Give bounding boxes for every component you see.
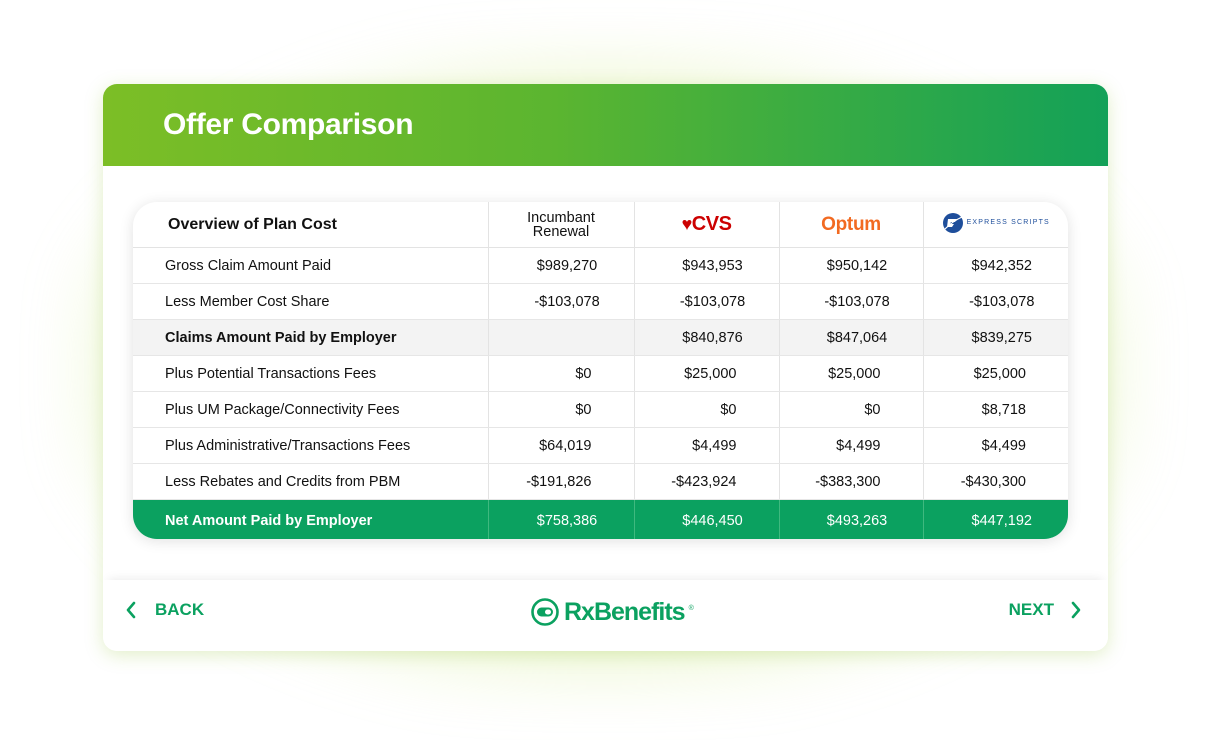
cvs-value: -$103,078 — [633, 283, 779, 320]
incumbent-value — [487, 319, 634, 356]
optum-value: $4,499 — [778, 427, 923, 464]
optum-value: $847,064 — [778, 319, 923, 356]
comparison-table: Overview of Plan Cost Incumbant Renewal … — [133, 202, 1068, 539]
incumbent-value: -$191,826 — [487, 463, 634, 500]
optum-value: $25,000 — [778, 355, 923, 392]
cvs-value: $0 — [633, 391, 779, 428]
offer-comparison-card: Offer Comparison Overview of Plan Cost I… — [103, 84, 1108, 651]
express-scripts-value: $942,352 — [922, 247, 1068, 284]
incumbent-renewal-label: Incumbant Renewal — [527, 209, 595, 240]
incumbent-value: $0 — [487, 355, 634, 392]
optum-logo: Optum — [821, 213, 881, 235]
table-row: Plus Potential Transactions Fees $0 $25,… — [133, 355, 1068, 392]
table-row: Less Rebates and Credits from PBM -$191,… — [133, 463, 1068, 500]
express-scripts-value: $4,499 — [922, 427, 1068, 464]
optum-value: -$103,078 — [778, 283, 923, 320]
registered-mark: ® — [688, 605, 694, 612]
cvs-logo-text: CVS — [691, 213, 732, 235]
rxbenefits-logo-text: RxBenefits — [564, 597, 686, 626]
cvs-header: ♥CVS — [633, 202, 779, 248]
express-scripts-value: $25,000 — [922, 355, 1068, 392]
card-header: Offer Comparison — [103, 84, 1108, 166]
page-title: Offer Comparison — [163, 108, 414, 141]
cvs-value: $25,000 — [633, 355, 779, 392]
express-scripts-value: $839,275 — [922, 319, 1068, 356]
rxbenefits-logo: RxBenefits ® — [530, 597, 694, 627]
chevron-left-icon — [126, 601, 136, 619]
incumbent-value: $64,019 — [487, 427, 634, 464]
express-scripts-value: -$430,300 — [922, 463, 1068, 500]
next-label: NEXT — [1008, 600, 1054, 619]
table-row: Plus UM Package/Connectivity Fees $0 $0 … — [133, 391, 1068, 428]
express-scripts-value: -$103,078 — [922, 283, 1068, 320]
back-label: BACK — [155, 600, 205, 619]
optum-value: -$383,300 — [778, 463, 923, 500]
back-button[interactable]: BACK — [125, 600, 204, 620]
row-label: Plus UM Package/Connectivity Fees — [133, 391, 488, 428]
incumbent-renewal-header: Incumbant Renewal — [487, 202, 634, 248]
express-scripts-value: $8,718 — [922, 391, 1068, 428]
cvs-value: $840,876 — [633, 319, 779, 356]
incumbent-total: $758,386 — [487, 499, 634, 539]
row-label: Less Rebates and Credits from PBM — [133, 463, 488, 500]
express-scripts-header: EXPRESS SCRIPTS — [922, 202, 1068, 248]
card-footer: BACK RxBenefits ® NEXT — [103, 580, 1108, 651]
incumbent-value: $0 — [487, 391, 634, 428]
optum-total: $493,263 — [778, 499, 923, 539]
cvs-total: $446,450 — [633, 499, 779, 539]
row-label: Plus Administrative/Transactions Fees — [133, 427, 488, 464]
cvs-value: $943,953 — [633, 247, 779, 284]
cvs-logo: ♥CVS — [682, 213, 732, 235]
row-label: Less Member Cost Share — [133, 283, 488, 320]
comparison-table-card: Overview of Plan Cost Incumbant Renewal … — [133, 202, 1068, 539]
optum-value: $950,142 — [778, 247, 923, 284]
express-scripts-total: $447,192 — [922, 499, 1068, 539]
table-row-total: Net Amount Paid by Employer $758,386 $44… — [133, 499, 1068, 539]
table-row-subtotal: Claims Amount Paid by Employer $840,876 … — [133, 319, 1068, 356]
heart-icon: ♥ — [681, 214, 693, 234]
table-header-row: Overview of Plan Cost Incumbant Renewal … — [133, 202, 1068, 248]
row-label: Plus Potential Transactions Fees — [133, 355, 488, 392]
table-row: Gross Claim Amount Paid $989,270 $943,95… — [133, 247, 1068, 284]
incumbent-value: $989,270 — [487, 247, 634, 284]
cvs-value: -$423,924 — [633, 463, 779, 500]
chevron-right-icon — [1071, 601, 1081, 619]
optum-header: Optum — [778, 202, 923, 248]
express-scripts-logo: EXPRESS SCRIPTS — [942, 212, 1050, 234]
table-row: Less Member Cost Share -$103,078 -$103,0… — [133, 283, 1068, 320]
express-scripts-logo-icon — [942, 212, 963, 233]
row-label: Gross Claim Amount Paid — [133, 247, 488, 284]
rxbenefits-logo-icon — [531, 598, 559, 626]
optum-value: $0 — [778, 391, 923, 428]
cvs-value: $4,499 — [633, 427, 779, 464]
incumbent-value: -$103,078 — [487, 283, 634, 320]
row-label: Claims Amount Paid by Employer — [133, 319, 488, 356]
next-button[interactable]: NEXT — [1009, 600, 1082, 620]
table-row: Plus Administrative/Transactions Fees $6… — [133, 427, 1068, 464]
card-body: Overview of Plan Cost Incumbant Renewal … — [103, 166, 1108, 580]
express-scripts-logo-text: EXPRESS SCRIPTS — [966, 219, 1050, 226]
overview-header: Overview of Plan Cost — [133, 202, 488, 248]
total-row-label: Net Amount Paid by Employer — [133, 499, 488, 539]
